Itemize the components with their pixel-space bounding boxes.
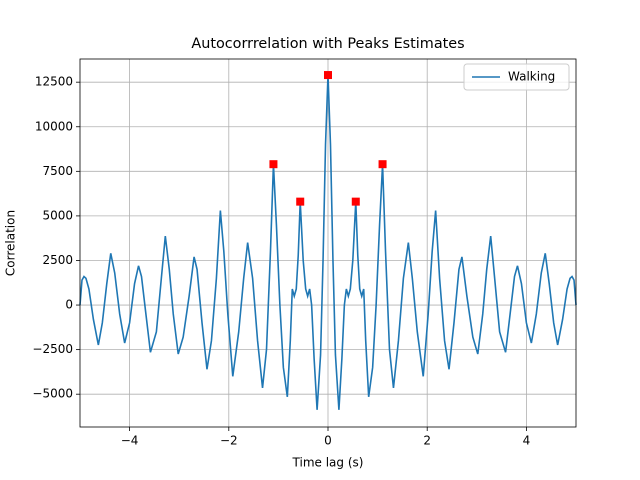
x-axis-label: Time lag (s)	[292, 456, 364, 470]
legend-box	[463, 63, 570, 91]
peak-marker	[351, 197, 360, 206]
peak-marker	[269, 160, 278, 169]
x-tick-label: 2	[423, 434, 431, 448]
chart-title: Autocorrrelation with Peaks Estimates	[191, 36, 464, 52]
peak-marker	[378, 160, 387, 169]
y-tick-label: −5000	[32, 387, 73, 401]
peak-marker	[296, 197, 305, 206]
y-tick-label: 12500	[35, 75, 73, 89]
y-tick-label: 0	[65, 298, 73, 312]
plot-frame	[79, 58, 577, 428]
x-tick-label: 0	[324, 434, 332, 448]
y-tick-label: −2500	[32, 342, 73, 356]
y-tick-label: 10000	[35, 119, 73, 133]
x-tick-label: −2	[220, 434, 238, 448]
y-tick-label: 5000	[42, 208, 73, 222]
y-tick-label: 2500	[42, 253, 73, 267]
y-axis-label: Correlation	[4, 210, 18, 276]
x-tick-label: 4	[523, 434, 531, 448]
peak-marker	[324, 71, 332, 80]
x-tick-label: −4	[121, 434, 139, 448]
legend-label: Walking	[508, 70, 555, 84]
y-tick-label: 7500	[42, 164, 73, 178]
